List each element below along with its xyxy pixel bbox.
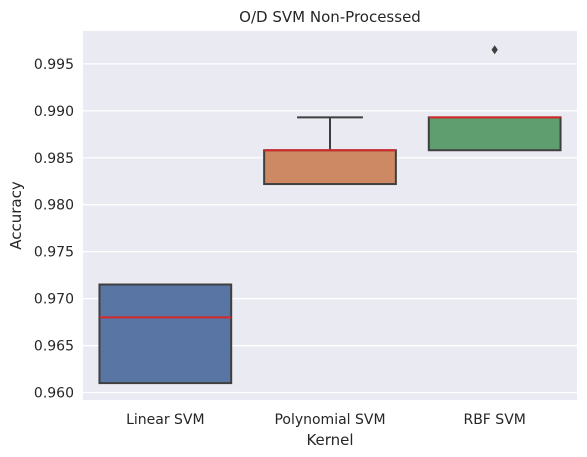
y-tick-label: 0.965 xyxy=(34,339,74,355)
x-tick-label: Polynomial SVM xyxy=(274,412,385,428)
y-tick-label: 0.960 xyxy=(34,385,74,401)
x-tick-labels: Linear SVM Polynomial SVM RBF SVM xyxy=(126,412,526,428)
box-linear-svm xyxy=(98,283,233,385)
y-tick-labels: 0.960 0.965 0.970 0.975 0.980 0.985 0.990 0.995 xyxy=(34,57,74,402)
outlier-point xyxy=(491,45,498,55)
y-tick-label: 0.985 xyxy=(34,151,74,167)
y-tick-label: 0.995 xyxy=(34,57,74,73)
y-tick-label: 0.990 xyxy=(34,104,74,120)
x-axis-title: Kernel xyxy=(306,431,353,449)
y-axis-title: Accuracy xyxy=(7,181,25,250)
box-polynomial-svm xyxy=(263,116,397,186)
box-body xyxy=(98,283,233,385)
box-series xyxy=(98,45,562,385)
box-rbf-svm xyxy=(427,45,562,152)
x-tick-label: Linear SVM xyxy=(126,412,205,428)
x-tick-label: RBF SVM xyxy=(463,412,525,428)
chart-title: O/D SVM Non-Processed xyxy=(239,8,421,26)
y-tick-label: 0.980 xyxy=(34,198,74,214)
box-body xyxy=(263,149,397,186)
y-tick-label: 0.975 xyxy=(34,245,74,261)
box-body xyxy=(427,116,562,152)
y-tick-label: 0.970 xyxy=(34,292,74,308)
